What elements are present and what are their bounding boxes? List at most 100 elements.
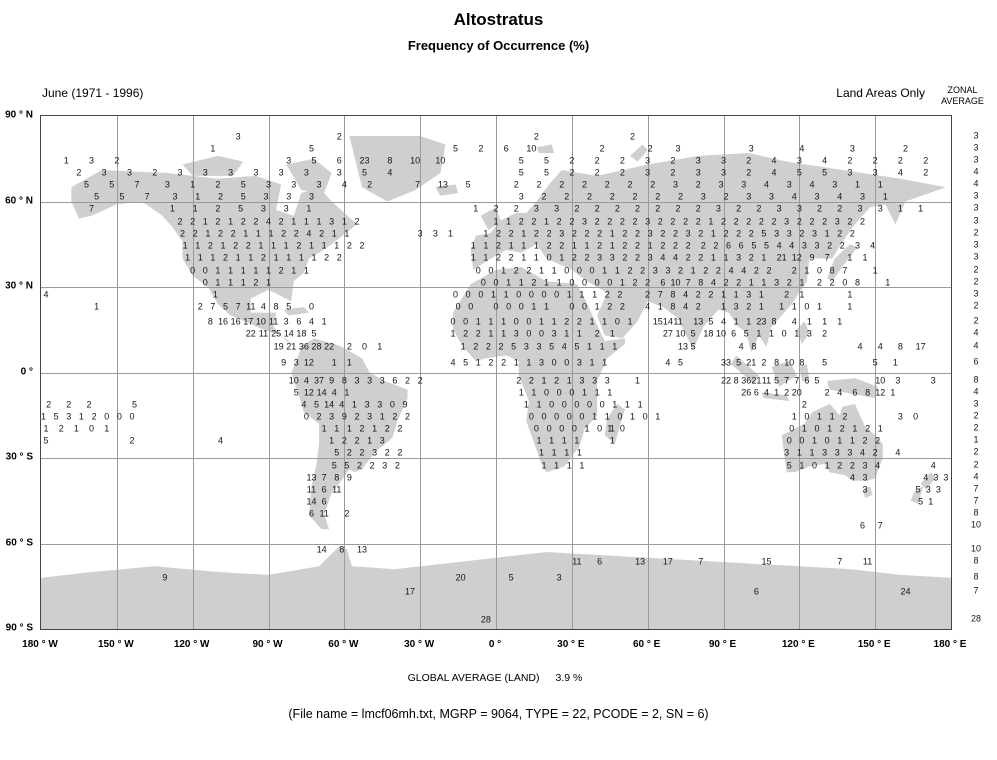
grid-value: 3 xyxy=(935,484,941,495)
grid-value: 10 xyxy=(435,155,446,166)
grid-value: 2 xyxy=(599,143,605,154)
zonal-value: 2 xyxy=(973,300,979,311)
grid-value: 1 xyxy=(609,240,615,251)
grid-value: 5 xyxy=(690,341,696,352)
grid-value: 4 xyxy=(837,387,843,398)
grid-value: 2 xyxy=(177,216,183,227)
grid-value: 1 xyxy=(544,277,550,288)
grid-value: 3 xyxy=(367,411,373,422)
lat-tick-label: 60 ° S xyxy=(5,537,33,548)
grid-value: 18 xyxy=(703,328,714,339)
grid-value: 2 xyxy=(761,357,767,368)
grid-value: 2 xyxy=(594,203,600,214)
grid-value: 1 xyxy=(518,277,524,288)
grid-value: 0 xyxy=(589,265,595,276)
grid-value: 2 xyxy=(354,216,360,227)
zonal-value: 4 xyxy=(973,386,979,397)
grid-value: 16 xyxy=(217,316,229,327)
grid-value: 1 xyxy=(228,216,234,227)
zonal-value: 10 xyxy=(970,543,982,554)
grid-value: 2 xyxy=(180,228,186,239)
grid-value: 2 xyxy=(875,435,881,446)
grid-value: 2 xyxy=(670,167,676,178)
grid-value: 1 xyxy=(602,316,608,327)
grid-value: 1 xyxy=(377,341,383,352)
global-average-value: 3.9 % xyxy=(555,672,583,684)
grid-value: 2 xyxy=(496,228,502,239)
grid-value: 1 xyxy=(521,228,527,239)
grid-value: 1 xyxy=(607,423,613,434)
grid-value: 4 xyxy=(895,447,901,458)
grid-value: 2 xyxy=(397,423,403,434)
grid-value: 2 xyxy=(713,240,719,251)
grid-value: 1 xyxy=(758,301,764,312)
grid-value: 4 xyxy=(665,357,671,368)
grid-value: 1 xyxy=(561,435,567,446)
grid-value: 3 xyxy=(665,265,671,276)
grid-value: 1 xyxy=(928,496,934,507)
grid-value: 4 xyxy=(870,240,876,251)
grid-value: 1 xyxy=(576,328,582,339)
grid-value: 1 xyxy=(523,399,529,410)
grid-value: 5 xyxy=(286,301,292,312)
grid-value: 3 xyxy=(720,155,727,166)
grid-value: 2 xyxy=(513,265,519,276)
grid-value: 3 xyxy=(581,216,587,227)
grid-value: 2 xyxy=(784,289,790,300)
grid-value: 1 xyxy=(334,423,340,434)
grid-value: 2 xyxy=(152,167,158,178)
grid-value: 0 xyxy=(488,265,494,276)
grid-value: 2 xyxy=(336,252,342,263)
grid-value: 0 xyxy=(528,289,534,300)
tasmania-nz-shape xyxy=(862,472,936,504)
grid-value: 1 xyxy=(228,277,234,288)
grid-value: 2 xyxy=(635,203,641,214)
grid-value: 2 xyxy=(619,167,625,178)
grid-value: 2 xyxy=(571,228,577,239)
grid-value: 3 xyxy=(862,484,868,495)
grid-value: 2 xyxy=(346,341,352,352)
grid-value: 2 xyxy=(809,216,815,227)
north-america-shape xyxy=(71,170,357,347)
grid-value: 6 xyxy=(321,484,327,495)
grid-value: 2 xyxy=(685,240,691,251)
grid-value: 1 xyxy=(473,203,479,214)
lat-tick-label: 30 ° N xyxy=(5,280,33,292)
grid-value: 3 xyxy=(733,301,739,312)
grid-value: 13 xyxy=(693,316,704,327)
grid-value: 4 xyxy=(897,167,903,178)
grid-value: 1 xyxy=(571,240,577,251)
grid-value: 11 xyxy=(572,556,582,567)
grid-value: 3 xyxy=(538,357,545,368)
grid-value: 2 xyxy=(597,240,603,251)
grid-value: 2 xyxy=(531,277,537,288)
grid-value: 1 xyxy=(182,240,188,251)
grid-value: 2 xyxy=(253,216,259,227)
grid-value: 10 xyxy=(288,375,299,386)
zonal-value: 3 xyxy=(973,130,979,141)
grid-value: 1 xyxy=(824,460,830,471)
grid-value: 0 xyxy=(546,423,552,434)
grid-value: 5 xyxy=(453,143,459,154)
grid-value: 28 xyxy=(311,341,322,352)
grid-value: 7 xyxy=(210,301,216,312)
grid-value: 1 xyxy=(346,357,352,368)
grid-value: 1 xyxy=(847,289,853,300)
grid-value: 1 xyxy=(321,316,327,327)
grid-value: 6 xyxy=(731,328,737,339)
grid-value: 8 xyxy=(670,289,676,300)
grid-value: 3 xyxy=(832,179,838,190)
grid-value: 3 xyxy=(523,341,529,352)
grid-value: 4 xyxy=(791,191,797,202)
grid-value: 3 xyxy=(796,203,802,214)
grid-value: 7 xyxy=(134,179,140,190)
grid-value: 4 xyxy=(339,399,345,410)
grid-value: 5 xyxy=(518,155,524,166)
grid-value: 2 xyxy=(627,179,633,190)
grid-value: 1 xyxy=(470,240,476,251)
grid-value: 22 xyxy=(245,328,256,339)
grid-value: 1 xyxy=(331,228,337,239)
grid-value: 1 xyxy=(538,447,545,458)
grid-value: 3 xyxy=(379,375,385,386)
lat-tick-label: 90 ° N xyxy=(5,109,33,121)
